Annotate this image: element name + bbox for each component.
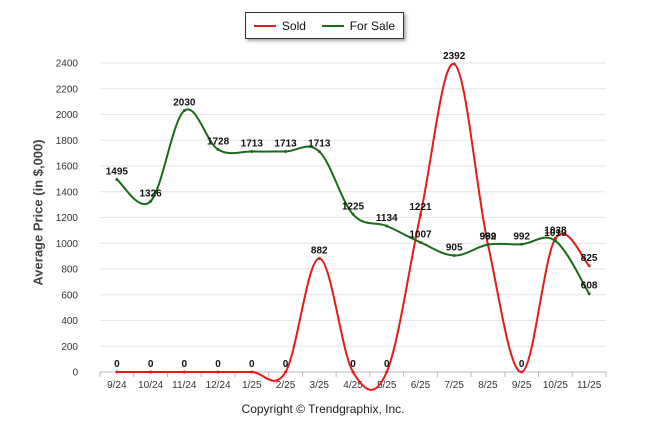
x-tick-label: 2/25: [276, 380, 296, 391]
x-tick-label: 8/25: [478, 380, 498, 391]
y-tick-label: 1000: [56, 239, 79, 250]
y-axis-title: Average Price (in $,000): [30, 139, 46, 286]
data-label-sold: 0: [182, 359, 188, 370]
data-label-sold: 0: [350, 359, 356, 370]
data-point-for-sale: [182, 109, 186, 113]
y-tick-label: 600: [61, 290, 78, 301]
data-label-sold: 0: [148, 359, 154, 370]
x-tick-label: 4/25: [343, 380, 363, 391]
x-tick-label: 7/25: [444, 380, 464, 391]
x-tick-label: 3/25: [310, 380, 330, 391]
data-point-sold: [182, 370, 186, 374]
data-label-sold: 0: [283, 359, 289, 370]
data-label-sold: 882: [311, 245, 328, 256]
data-point-for-sale: [351, 212, 355, 216]
data-point-for-sale: [115, 178, 119, 182]
data-point-sold: [385, 370, 389, 374]
data-label-sold: 0: [384, 359, 390, 370]
data-label-sold: 0: [114, 359, 120, 370]
y-tick-label: 1600: [56, 162, 79, 173]
data-label-for-sale: 989: [480, 232, 497, 243]
data-point-for-sale: [284, 149, 288, 153]
x-tick-label: 6/25: [411, 380, 431, 391]
data-label-for-sale: 1134: [376, 213, 398, 224]
data-point-for-sale: [520, 242, 524, 246]
y-tick-label: 2000: [56, 110, 79, 121]
y-tick-label: 2200: [56, 84, 79, 95]
data-point-sold: [284, 370, 288, 374]
data-point-sold: [149, 370, 153, 374]
data-point-for-sale: [317, 149, 321, 153]
legend-item-sold[interactable]: Sold: [253, 18, 306, 33]
data-point-sold: [452, 62, 456, 66]
data-label-for-sale: 608: [581, 281, 598, 292]
y-tick-label: 1800: [56, 136, 79, 147]
data-label-for-sale: 1225: [342, 201, 365, 212]
data-point-for-sale: [587, 292, 591, 296]
legend-label-for-sale: For Sale: [349, 18, 396, 33]
data-label-for-sale: 1019: [544, 228, 567, 239]
y-tick-label: 1200: [56, 213, 79, 224]
data-point-sold: [520, 370, 524, 374]
data-label-sold: 992: [480, 231, 497, 242]
series-line-sold: [116, 63, 590, 391]
x-tick-label: 9/24: [107, 380, 127, 391]
data-point-for-sale: [149, 199, 153, 203]
data-point-for-sale: [250, 149, 254, 153]
x-tick-label: 11/24: [172, 380, 197, 391]
data-point-sold: [216, 370, 220, 374]
data-label-for-sale: 1495: [106, 167, 129, 178]
data-label-sold: 0: [249, 359, 255, 370]
data-label-for-sale: 1007: [409, 229, 432, 240]
data-label-sold: 0: [215, 359, 221, 370]
data-label-for-sale: 2030: [173, 98, 196, 109]
data-label-for-sale: 1713: [308, 138, 331, 149]
x-tick-label: 9/25: [512, 380, 532, 391]
data-point-sold: [317, 256, 321, 260]
legend-label-sold: Sold: [281, 18, 306, 33]
sold-swatch: [253, 24, 276, 27]
data-label-sold: 1221: [409, 202, 432, 213]
legend: Sold For Sale: [245, 12, 404, 39]
for-sale-swatch: [321, 24, 344, 27]
data-label-sold: 825: [581, 253, 598, 264]
data-point-for-sale: [486, 243, 490, 247]
y-tick-label: 0: [72, 368, 78, 379]
x-tick-label: 5/25: [377, 380, 397, 391]
data-point-for-sale: [553, 239, 557, 243]
data-point-sold: [115, 370, 119, 374]
data-label-for-sale: 992: [513, 231, 530, 242]
data-label-sold: 0: [519, 359, 525, 370]
data-point-sold: [587, 264, 591, 268]
y-tick-label: 1400: [56, 187, 79, 198]
x-tick-label: 10/24: [138, 380, 163, 391]
data-point-for-sale: [216, 148, 220, 152]
data-point-for-sale: [385, 224, 389, 228]
copyright-footer: Copyright © Trendgraphix, Inc.: [241, 402, 405, 416]
data-label-for-sale: 1728: [207, 137, 230, 148]
y-tick-label: 800: [61, 265, 78, 276]
x-tick-label: 1/25: [242, 380, 262, 391]
data-point-for-sale: [418, 240, 422, 244]
data-point-sold: [250, 370, 254, 374]
data-point-sold: [351, 370, 355, 374]
y-tick-label: 2400: [56, 59, 79, 70]
y-tick-label: 400: [61, 316, 78, 327]
x-tick-label: 12/24: [206, 380, 231, 391]
data-label-for-sale: 1713: [241, 138, 264, 149]
data-label-sold: 1038: [544, 225, 567, 236]
x-tick-label: 10/25: [543, 380, 568, 391]
data-label-for-sale: 905: [446, 242, 463, 253]
data-label-for-sale: 1326: [139, 188, 162, 199]
data-label-sold: 2392: [443, 51, 466, 62]
x-tick-label: 11/25: [577, 380, 602, 391]
data-point-for-sale: [452, 253, 456, 257]
legend-item-for-sale[interactable]: For Sale: [321, 18, 396, 33]
data-label-for-sale: 1713: [274, 138, 297, 149]
data-point-sold: [418, 213, 422, 217]
y-tick-label: 200: [61, 342, 78, 353]
